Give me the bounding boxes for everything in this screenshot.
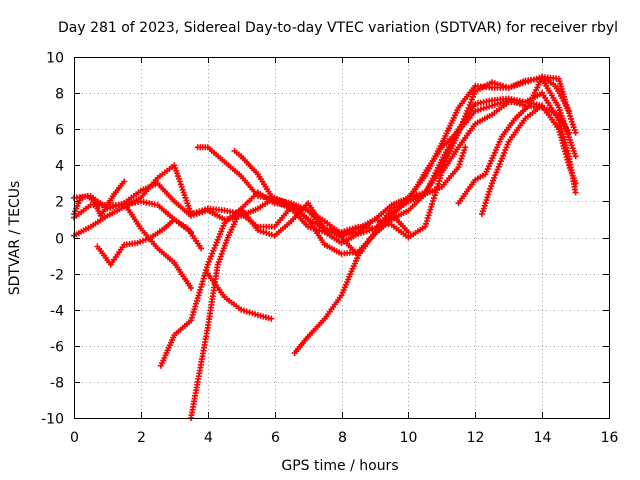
y-tick-label: -4: [50, 304, 64, 320]
series-markers: [291, 144, 469, 356]
series-arc-6: [121, 200, 194, 291]
chart-title: Day 281 of 2023, Sidereal Day-to-day VTE…: [58, 20, 618, 36]
y-tick-label: 0: [55, 232, 64, 248]
y-tick-label: 2: [55, 195, 64, 211]
series-arc-8: [188, 95, 579, 421]
y-tick-label: 8: [55, 87, 64, 103]
series-markers: [188, 95, 579, 421]
x-tick-label: 10: [400, 430, 418, 446]
series-markers: [121, 200, 194, 291]
series-markers: [157, 200, 412, 369]
y-tick-label: -6: [50, 340, 64, 356]
series-markers: [194, 90, 579, 241]
series-markers: [455, 73, 572, 207]
x-tick-label: 8: [338, 430, 347, 446]
x-tick-label: 14: [534, 430, 552, 446]
data-series: [71, 73, 579, 421]
series-arc-13: [455, 73, 572, 207]
y-tick-label: 10: [46, 51, 64, 67]
series-arc-14: [478, 102, 546, 217]
x-tick-label: 16: [601, 430, 619, 446]
series-markers: [204, 270, 275, 322]
series-arc-12: [291, 144, 469, 356]
axis-ticks: [74, 57, 610, 419]
series-markers: [478, 102, 546, 217]
tick-labels: 0 2 4 6 8 10 12 14 16 -10 -8 -6 -4 -2 0 2 4 6 8 10: [41, 51, 618, 447]
y-tick-label: 6: [55, 123, 64, 139]
x-tick-label: 0: [70, 430, 79, 446]
y-tick-label: -2: [50, 268, 64, 284]
x-tick-label: 12: [467, 430, 485, 446]
series-arc-7: [157, 200, 412, 369]
y-tick-label: 4: [55, 159, 64, 175]
series-arc-9: [194, 90, 579, 241]
series-arc-5: [94, 216, 194, 268]
x-tick-label: 6: [271, 430, 280, 446]
x-tick-label: 2: [137, 430, 146, 446]
series-markers: [94, 216, 194, 268]
x-axis-label: GPS time / hours: [281, 458, 398, 474]
y-tick-label: -8: [50, 376, 64, 392]
y-axis-label: SDTVAR / TECUs: [7, 181, 23, 296]
x-tick-label: 4: [204, 430, 213, 446]
y-tick-label: -10: [41, 412, 64, 428]
series-arc-10: [204, 270, 275, 322]
